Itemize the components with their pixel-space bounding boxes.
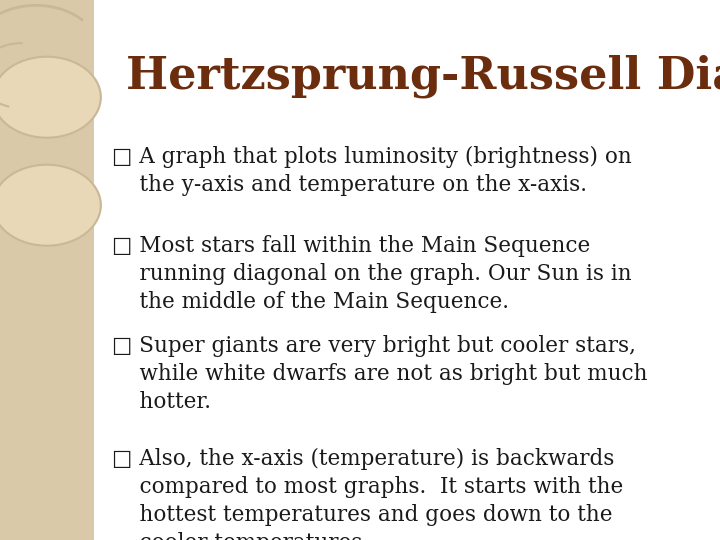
Text: □ A graph that plots luminosity (brightness) on: □ A graph that plots luminosity (brightn… (112, 146, 631, 168)
Text: hotter.: hotter. (112, 391, 210, 413)
Text: cooler temperatures.: cooler temperatures. (112, 532, 369, 540)
Text: while white dwarfs are not as bright but much: while white dwarfs are not as bright but… (112, 363, 647, 385)
Text: the middle of the Main Sequence.: the middle of the Main Sequence. (112, 291, 508, 313)
Text: compared to most graphs.  It starts with the: compared to most graphs. It starts with … (112, 476, 623, 498)
FancyBboxPatch shape (0, 0, 94, 540)
Circle shape (0, 165, 101, 246)
Text: □ Also, the x-axis (temperature) is backwards: □ Also, the x-axis (temperature) is back… (112, 448, 614, 470)
Text: □ Most stars fall within the Main Sequence: □ Most stars fall within the Main Sequen… (112, 235, 590, 257)
Text: □ Super giants are very bright but cooler stars,: □ Super giants are very bright but coole… (112, 335, 636, 357)
Circle shape (0, 57, 101, 138)
Text: the y-axis and temperature on the x-axis.: the y-axis and temperature on the x-axis… (112, 174, 587, 196)
Text: Hertzsprung-Russell Diagram: Hertzsprung-Russell Diagram (126, 54, 720, 98)
Text: hottest temperatures and goes down to the: hottest temperatures and goes down to th… (112, 504, 612, 526)
Text: running diagonal on the graph. Our Sun is in: running diagonal on the graph. Our Sun i… (112, 263, 631, 285)
